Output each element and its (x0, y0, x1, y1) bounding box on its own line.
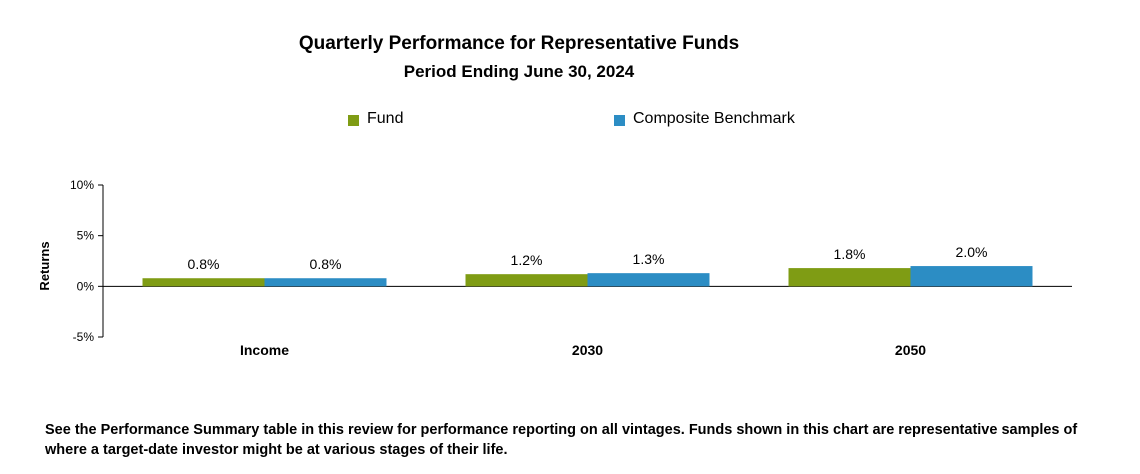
y-tick-label: 10% (70, 178, 94, 192)
chart-subtitle: Period Ending June 30, 2024 (403, 62, 635, 81)
legend-label-benchmark: Composite Benchmark (633, 110, 795, 127)
data-label: 1.3% (633, 251, 665, 267)
bar (264, 278, 387, 287)
data-label: 0.8% (188, 256, 220, 272)
y-tick-label: 5% (77, 229, 95, 243)
y-axis: 10% 5% 0% -5% (70, 178, 1072, 344)
data-labels: 0.8% 0.8% 1.2% 1.3% 1.8% 2.0% (188, 244, 988, 272)
bar (788, 268, 911, 287)
data-label: 0.8% (310, 256, 342, 272)
bars (142, 266, 1033, 287)
legend-swatch-fund (348, 114, 359, 126)
legend-swatch-benchmark (614, 114, 625, 126)
data-label: 2.0% (956, 244, 988, 260)
category-label: 2050 (895, 342, 926, 358)
legend-item-benchmark: Composite Benchmark (614, 110, 795, 128)
legend-label-fund: Fund (367, 110, 404, 127)
category-label: 2030 (572, 342, 603, 358)
category-label: Income (240, 342, 289, 358)
data-label: 1.8% (834, 246, 866, 262)
footnote: See the Performance Summary table in thi… (45, 422, 1078, 458)
x-axis-categories: Income 2030 2050 (240, 342, 926, 358)
y-axis-label: Returns (37, 241, 52, 290)
y-tick-label: 0% (77, 279, 95, 293)
chart-title: Quarterly Performance for Representative… (298, 33, 740, 54)
legend-item-fund: Fund (348, 110, 403, 128)
data-label: 1.2% (511, 252, 543, 268)
bar (587, 273, 710, 287)
bar (142, 278, 265, 287)
bar (465, 274, 588, 287)
bar (910, 266, 1033, 287)
bar-chart: 10% 5% 0% -5% 0.8% 0.8% 1.2% 1.3% 1.8% 2.0% Inco… (37, 178, 1072, 358)
y-tick-label: -5% (73, 330, 95, 344)
